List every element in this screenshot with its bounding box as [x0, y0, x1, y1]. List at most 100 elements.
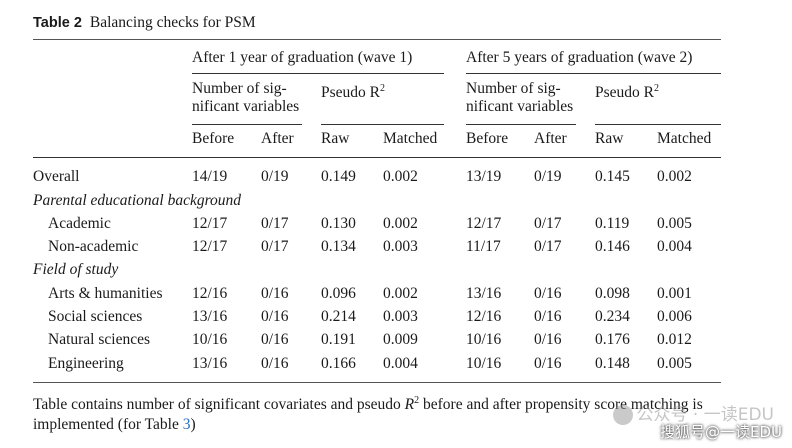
row-label: Overall: [33, 168, 80, 185]
r2-label-text-wave1: Pseudo R: [321, 84, 380, 102]
table-cell: 0/17: [261, 215, 289, 232]
table-cell: 0.134: [321, 238, 356, 255]
table-cell: 0.148: [595, 355, 630, 372]
table-title: Balancing checks for PSM: [89, 14, 256, 31]
table-cell: 0/16: [534, 355, 562, 372]
table-cell: 0.001: [657, 285, 692, 302]
table-cell: 0.096: [321, 285, 356, 302]
r2-label-wave2: Pseudo R2: [595, 80, 659, 102]
sub-rule-r2-wave1: [321, 124, 444, 125]
col-header-raw-wave1: Raw: [321, 130, 350, 147]
table-cell: 0/17: [534, 238, 562, 255]
table-cell: 12/17: [192, 238, 228, 255]
watermark-top: 公众号 · 一读EDU: [612, 400, 775, 425]
table-cell: 0.004: [657, 238, 692, 255]
count-label-line2-wave1: nificant variables: [192, 98, 300, 115]
table-cell: 10/16: [466, 355, 502, 372]
table-cell: 11/17: [466, 238, 501, 255]
footnote-text-c: ): [190, 416, 196, 434]
count-label-line1-wave2: Number of sig-: [466, 80, 561, 97]
sub-rule-r2-wave2: [595, 124, 721, 125]
table-cell: 0/16: [261, 331, 289, 348]
r2-label-sup-wave1: 2: [380, 83, 385, 94]
table-cell: 0.002: [383, 215, 418, 232]
table-cell: 0/17: [534, 215, 562, 232]
table-cell: 13/16: [466, 285, 502, 302]
r2-label-sup-wave2: 2: [654, 83, 659, 94]
table-cell: 0/16: [534, 308, 562, 325]
footnote-sup: 2: [414, 395, 420, 406]
table-cell: 0.145: [595, 168, 630, 185]
footnote-r: R: [404, 396, 415, 414]
row-label: Natural sciences: [48, 331, 150, 348]
table-cell: 0/16: [534, 331, 562, 348]
wechat-icon: [612, 405, 633, 425]
row-label: Arts & humanities: [48, 285, 163, 302]
table-cell: 0.191: [321, 331, 356, 348]
col-header-before-wave1: Before: [192, 130, 235, 147]
table-cell: 10/16: [466, 331, 502, 348]
top-rule: [33, 39, 721, 40]
table-cell: 0.149: [321, 168, 356, 185]
group-title-wave2: After 5 years of graduation (wave 2): [466, 49, 693, 66]
col-header-after-wave2: After: [534, 130, 567, 147]
table-cell: 13/16: [192, 355, 228, 372]
table-cell: 0/19: [261, 168, 289, 185]
group-rule-wave1: [192, 73, 444, 74]
count-label-line1-wave1: Number of sig-: [192, 80, 287, 97]
table-cell: 0/16: [261, 285, 289, 302]
table-cell: 0.003: [383, 308, 418, 325]
table-caption: Table 2 Balancing checks for PSM: [33, 14, 256, 32]
footnote-text-a: Table contains number of significant cov…: [33, 396, 405, 414]
table-cell: 0/19: [534, 168, 562, 185]
table-cell: 12/17: [466, 215, 502, 232]
table-cell: 0.130: [321, 215, 356, 232]
table-number: Table 2: [33, 15, 82, 31]
sub-rule-count-wave1: [192, 124, 302, 125]
table-cell: 0.009: [383, 331, 418, 348]
table-cell: 0.002: [383, 168, 418, 185]
col-header-matched-wave2: Matched: [657, 130, 712, 147]
r2-label-wave1: Pseudo R2: [321, 80, 385, 102]
table-cell: 0.119: [595, 215, 630, 232]
table-cell: 0.166: [321, 355, 356, 372]
table-cell: 14/19: [192, 168, 228, 185]
table-cell: 0.002: [657, 168, 692, 185]
sub-rule-count-wave2: [466, 124, 576, 125]
table-cell: 0.006: [657, 308, 692, 325]
table-cell: 12/16: [192, 285, 228, 302]
table-cell: 0/16: [261, 308, 289, 325]
watermark-bottom: 搜狐号@一读EDU: [659, 423, 782, 441]
table-cell: 0.003: [383, 238, 418, 255]
row-label: Non-academic: [48, 238, 139, 255]
table-cell: 0/16: [261, 355, 289, 372]
footnote-text-b: before and after propensity score matchi…: [33, 396, 703, 434]
row-label: Academic: [48, 215, 111, 232]
table-cell: 0.176: [595, 331, 630, 348]
r2-label-text-wave2: Pseudo R: [595, 84, 654, 102]
group-rule-wave2: [466, 73, 721, 74]
table-cell: 0.098: [595, 285, 630, 302]
table-cell: 0.146: [595, 238, 630, 255]
count-label-line2-wave2: nificant variables: [466, 98, 574, 115]
table-cell: 0.004: [383, 355, 418, 372]
table-cell: 0/16: [534, 285, 562, 302]
table-reference-link[interactable]: 3: [182, 416, 191, 434]
watermark-text-top: 公众号 · 一读EDU: [636, 405, 775, 425]
col-header-matched-wave1: Matched: [383, 130, 438, 147]
col-header-raw-wave2: Raw: [595, 130, 624, 147]
table-cell: 0/17: [261, 238, 289, 255]
bottom-rule: [33, 382, 721, 383]
table-cell: 0.005: [657, 215, 692, 232]
table-cell: 0.005: [657, 355, 692, 372]
group-title-wave1: After 1 year of graduation (wave 1): [192, 49, 413, 66]
table-footnote: Table contains number of significant cov…: [33, 391, 733, 435]
section-label: Field of study: [33, 261, 119, 278]
header-rule: [33, 157, 721, 158]
row-label: Social sciences: [48, 308, 143, 325]
row-label: Engineering: [48, 355, 124, 372]
table-cell: 10/16: [192, 331, 228, 348]
table-cell: 0.012: [657, 331, 692, 348]
col-header-after-wave1: After: [261, 130, 294, 147]
table-cell: 12/16: [466, 308, 502, 325]
